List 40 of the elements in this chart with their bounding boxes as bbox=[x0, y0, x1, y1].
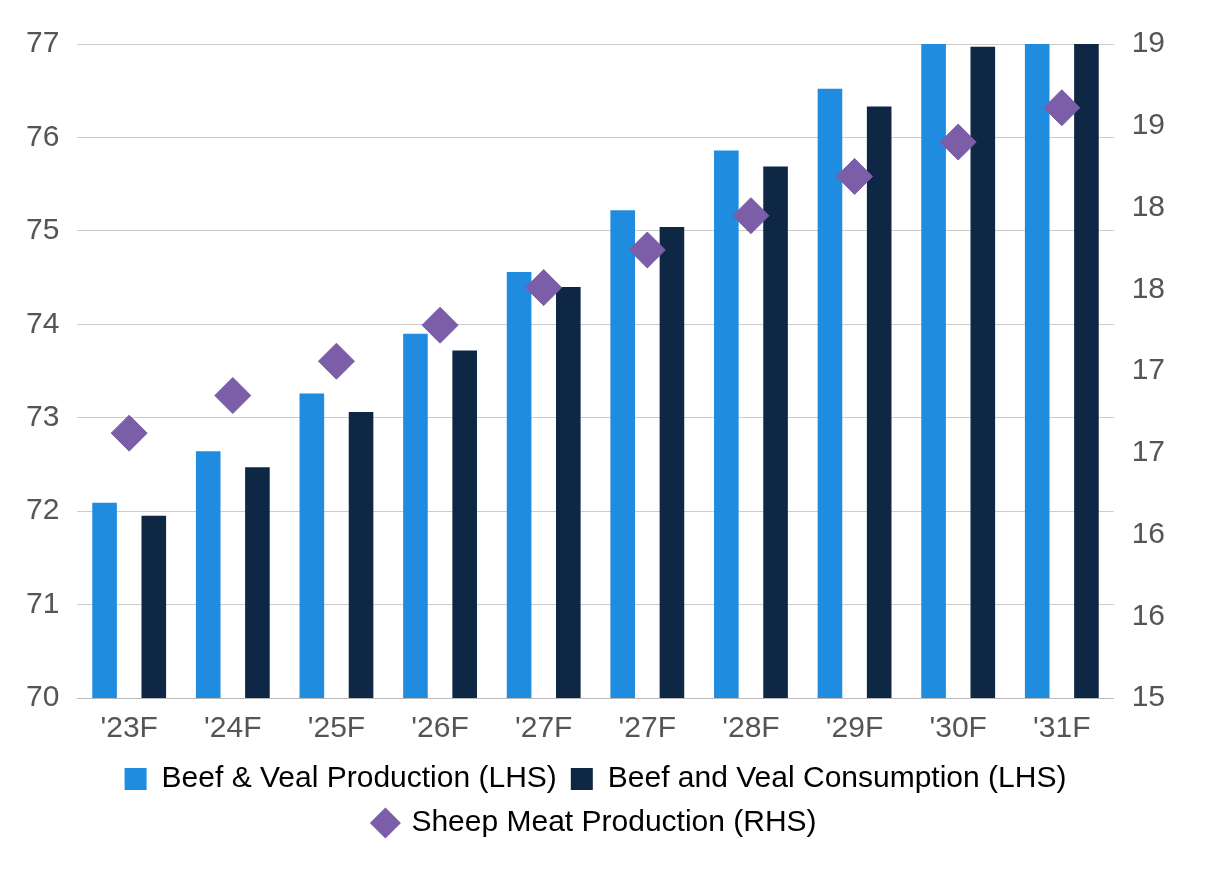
y-tick-label: 76 bbox=[25, 118, 60, 152]
y2-tick-label: 17 bbox=[1131, 352, 1166, 386]
x-tick-label: '25F bbox=[307, 710, 366, 744]
y-tick-label: 77 bbox=[25, 25, 60, 59]
x-tick-label: '30F bbox=[929, 710, 987, 744]
point bbox=[317, 342, 355, 380]
y-tick-label: 71 bbox=[25, 585, 60, 619]
point bbox=[836, 157, 874, 195]
legend-label: Beef & Veal Production (LHS) bbox=[161, 760, 557, 794]
y-tick-label: 74 bbox=[25, 305, 60, 339]
point bbox=[628, 231, 666, 269]
legend-label: Beef and Veal Consumption (LHS) bbox=[607, 760, 1067, 794]
x-tick-label: '29F bbox=[825, 710, 884, 744]
y2-tick-label: 19 bbox=[1131, 107, 1166, 141]
x-tick-label: '27F bbox=[618, 710, 677, 744]
legend-label: Sheep Meat Production (RHS) bbox=[411, 804, 817, 838]
y2-tick-label: 16 bbox=[1131, 597, 1166, 631]
point bbox=[732, 197, 770, 235]
y2-tick-label: 16 bbox=[1131, 515, 1166, 549]
point bbox=[1043, 89, 1081, 127]
y2-tick-label: 18 bbox=[1131, 188, 1166, 222]
y2-tick-label: 18 bbox=[1131, 270, 1166, 304]
point bbox=[110, 414, 148, 452]
x-tick-label: '23F bbox=[100, 710, 158, 744]
point bbox=[214, 377, 252, 415]
y-tick-label: 70 bbox=[25, 679, 60, 713]
point bbox=[525, 269, 563, 307]
x-tick-label: '26F bbox=[411, 710, 469, 744]
y2-tick-label: 17 bbox=[1131, 434, 1166, 468]
y2-tick-label: 15 bbox=[1131, 679, 1166, 713]
x-tick-label: '31F bbox=[1033, 710, 1091, 744]
y-tick-label: 72 bbox=[25, 492, 60, 526]
x-tick-label: '27F bbox=[514, 710, 573, 744]
y-tick-label: 75 bbox=[25, 212, 60, 246]
y2-tick-label: 19 bbox=[1131, 25, 1166, 59]
point bbox=[939, 123, 977, 161]
point bbox=[421, 306, 459, 344]
y-tick-label: 73 bbox=[25, 398, 60, 432]
x-tick-label: '28F bbox=[722, 710, 780, 744]
x-tick-label: '24F bbox=[204, 710, 262, 744]
